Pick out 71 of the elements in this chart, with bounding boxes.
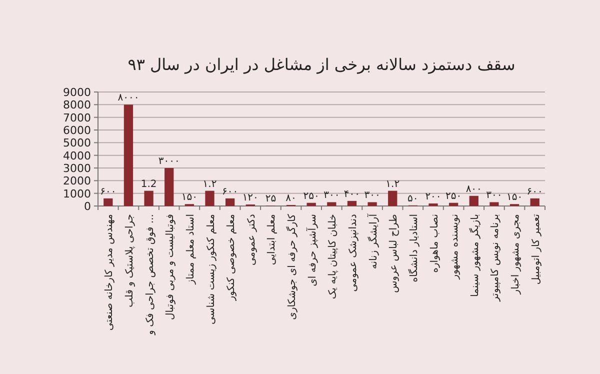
data-label: ۸۰ [286, 192, 296, 204]
data-label: ۸۰۰۰ [118, 92, 140, 104]
bar [205, 190, 214, 206]
bar [144, 190, 154, 206]
bar [347, 200, 357, 206]
data-label: ۶۰۰ [100, 186, 116, 198]
data-label: ۶۰۰ [222, 186, 238, 198]
annotation: ۱.۲ [386, 178, 400, 190]
bar [388, 190, 398, 206]
x-tick-label: دکتر عمومی [246, 214, 258, 266]
bar [469, 196, 478, 206]
x-tick-label: کارگر حرفه ای جوشکاری [286, 214, 298, 320]
x-tick-label: فوق تخصص جراحی فک و ... [144, 214, 156, 336]
x-tick-label: برنامه نویس کامپیوتر [490, 214, 502, 302]
x-tick-label: خلبان کاپیتان پایه یک [328, 214, 339, 300]
bar [368, 202, 377, 206]
data-label: ۲۵ [265, 194, 276, 205]
x-tick-label: دندانپزشک عمومی [348, 214, 359, 292]
bar [530, 198, 540, 206]
data-label: ۳۰۰ [486, 190, 502, 202]
x-tick-label: آرایشگر زنانه [366, 212, 380, 270]
y-tick-label: 8000 [63, 98, 91, 112]
x-tick-label: سرآشپز حرفه ای [305, 214, 318, 286]
annotation: ۱.۲ [202, 178, 217, 190]
y-tick-label: 7000 [63, 111, 91, 124]
y-tick-label: 5000 [63, 136, 91, 150]
y-tick-label: 0 [84, 200, 91, 213]
x-tick-label: استاد معلم ممتاز [185, 214, 196, 286]
bar [327, 202, 336, 206]
bar [490, 202, 499, 206]
x-tick-label: بازیگر مشهور سینما [468, 214, 481, 297]
x-tick-label: نصاب ماهواره [429, 214, 440, 273]
bar [225, 198, 235, 206]
data-label: ۳۰۰ [324, 190, 340, 202]
bar [448, 202, 458, 206]
bar [428, 203, 438, 206]
bar [124, 104, 134, 206]
data-label: ۴۰۰ [344, 188, 360, 200]
annotation: 1.2 [140, 178, 157, 190]
data-label: ۸۰۰ [466, 184, 482, 195]
x-tick-label: جراحی پلاستیک و قلب [124, 214, 136, 308]
x-tick-label: معلم خصوصی کنکور [226, 214, 238, 302]
x-tick-label: معلم ابتدایی [266, 214, 278, 266]
data-label: ۱۲۰ [242, 192, 258, 204]
x-tick-label: معلم کنکور زیست شناسی [206, 214, 217, 324]
x-tick-label: استادیار دانشگاه [408, 214, 420, 282]
data-label: ۱۵۰ [181, 192, 198, 204]
x-tick-label: مهندس مدیر کارخانه صنعتی [104, 214, 116, 331]
data-label: ۲۵۰ [303, 190, 320, 202]
data-label: ۲۵۰ [446, 190, 462, 202]
data-label: ۵۰ [408, 193, 418, 204]
data-label: ۲۰۰ [425, 191, 442, 202]
y-tick-label: 9000 [63, 86, 91, 99]
data-label: ۶۰۰ [526, 186, 543, 198]
bar [164, 168, 174, 206]
x-tick-label: تعمیر کار اتومبیل [530, 214, 542, 285]
x-tick-label: طراح لباس عروس [388, 214, 400, 293]
y-tick-label: 2000 [63, 174, 91, 188]
data-label: ۳۰۰۰ [158, 156, 180, 167]
x-tick-label: فوتبالیست و مربی فوتبال [165, 214, 176, 320]
y-tick-label: 3000 [63, 162, 91, 175]
y-tick-label: 1000 [63, 187, 91, 200]
x-tick-label: نویسنده مشهور [450, 214, 461, 280]
chart-title: سقف دستمزد سالانه برخی از مشاغل در ایران در سال ۹۳ [128, 55, 516, 74]
y-tick-label: 4000 [63, 149, 91, 162]
data-label: ۱۵۰ [506, 192, 523, 204]
y-tick-label: 6000 [63, 124, 91, 137]
bar [104, 198, 113, 206]
data-label: ۳۰۰ [364, 190, 380, 202]
bar [306, 202, 316, 206]
x-tick-label: مجری مشهور اخبار [510, 214, 522, 296]
